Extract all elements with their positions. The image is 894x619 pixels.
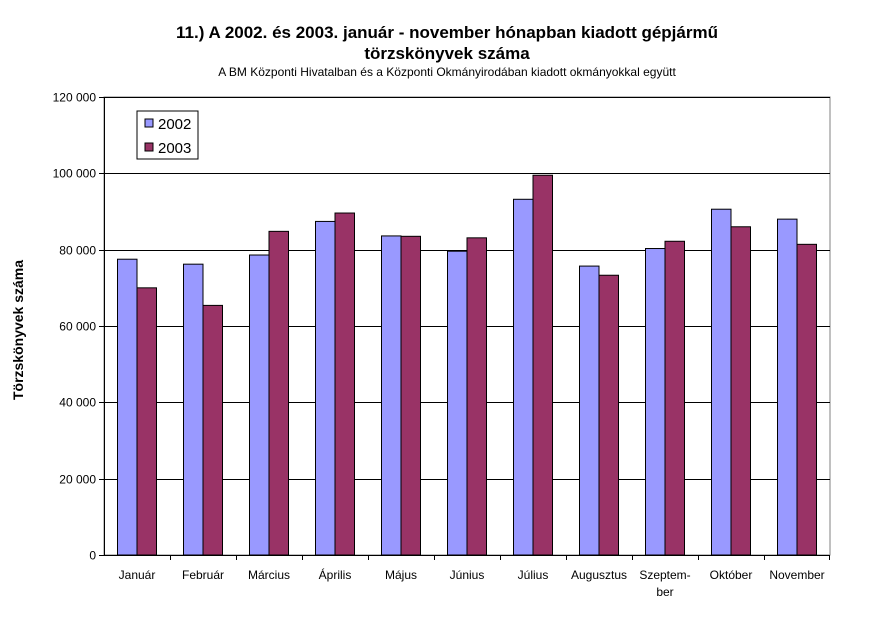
bar-2003-2 [202,304,223,556]
x-tick-label: November [769,568,824,582]
bar-2002-3 [249,254,270,556]
y-tick-label: 80 000 [59,244,96,258]
legend-swatch-2002 [144,118,154,128]
x-tick-label: Március [248,568,290,582]
x-tick-label: Május [385,568,417,582]
chart-subtitle: A BM Központi Hivatalban és a Központi O… [218,65,676,79]
bar-2003-11 [796,243,817,556]
bar-2002-11 [777,218,798,556]
bar-2002-10 [711,208,732,556]
bar-2003-4 [334,212,355,556]
bar-2003-8 [598,274,619,556]
bar-2002-5 [381,235,402,556]
y-tick-label: 100 000 [53,167,97,181]
bar-2003-3 [268,230,289,556]
bar-2002-4 [315,220,336,556]
bar-2002-7 [513,198,534,556]
y-tick-label: 20 000 [59,473,96,487]
bar-2003-5 [400,235,421,556]
bar-2002-9 [645,248,666,556]
x-tick-label: Szeptem-ber [639,568,690,599]
bar-2003-10 [730,226,751,556]
y-tick-label: 60 000 [59,320,96,334]
x-tick-label: Augusztus [571,568,627,582]
x-tick-label: Október [710,568,753,582]
legend-label-2002: 2002 [158,116,191,133]
chart-title-block: 11.) A 2002. és 2003. január - november … [0,22,894,80]
x-tick-label: Február [182,568,224,582]
bar-2002-1 [117,258,138,556]
bar-2003-1 [136,287,157,556]
y-tick-label: 40 000 [59,396,96,410]
y-tick-label: 0 [89,549,96,563]
bar-2002-6 [447,250,468,556]
y-tick-label: 120 000 [53,91,97,105]
x-tick-label: Június [450,568,485,582]
x-tick-label: Július [518,568,549,582]
bar-2003-9 [664,240,685,556]
x-tick-label: Április [319,567,352,582]
bar-2002-8 [579,265,600,556]
bar-2003-7 [532,174,553,556]
legend-label-2003: 2003 [158,140,191,157]
chart-title-line-2: törzskönyvek száma [364,44,530,63]
bar-2002-2 [183,263,204,556]
chart-title-line-1: 11.) A 2002. és 2003. január - november … [176,23,718,42]
bar-2003-6 [466,237,487,556]
x-tick-label: Január [119,568,156,582]
legend-swatch-2003 [144,142,154,152]
